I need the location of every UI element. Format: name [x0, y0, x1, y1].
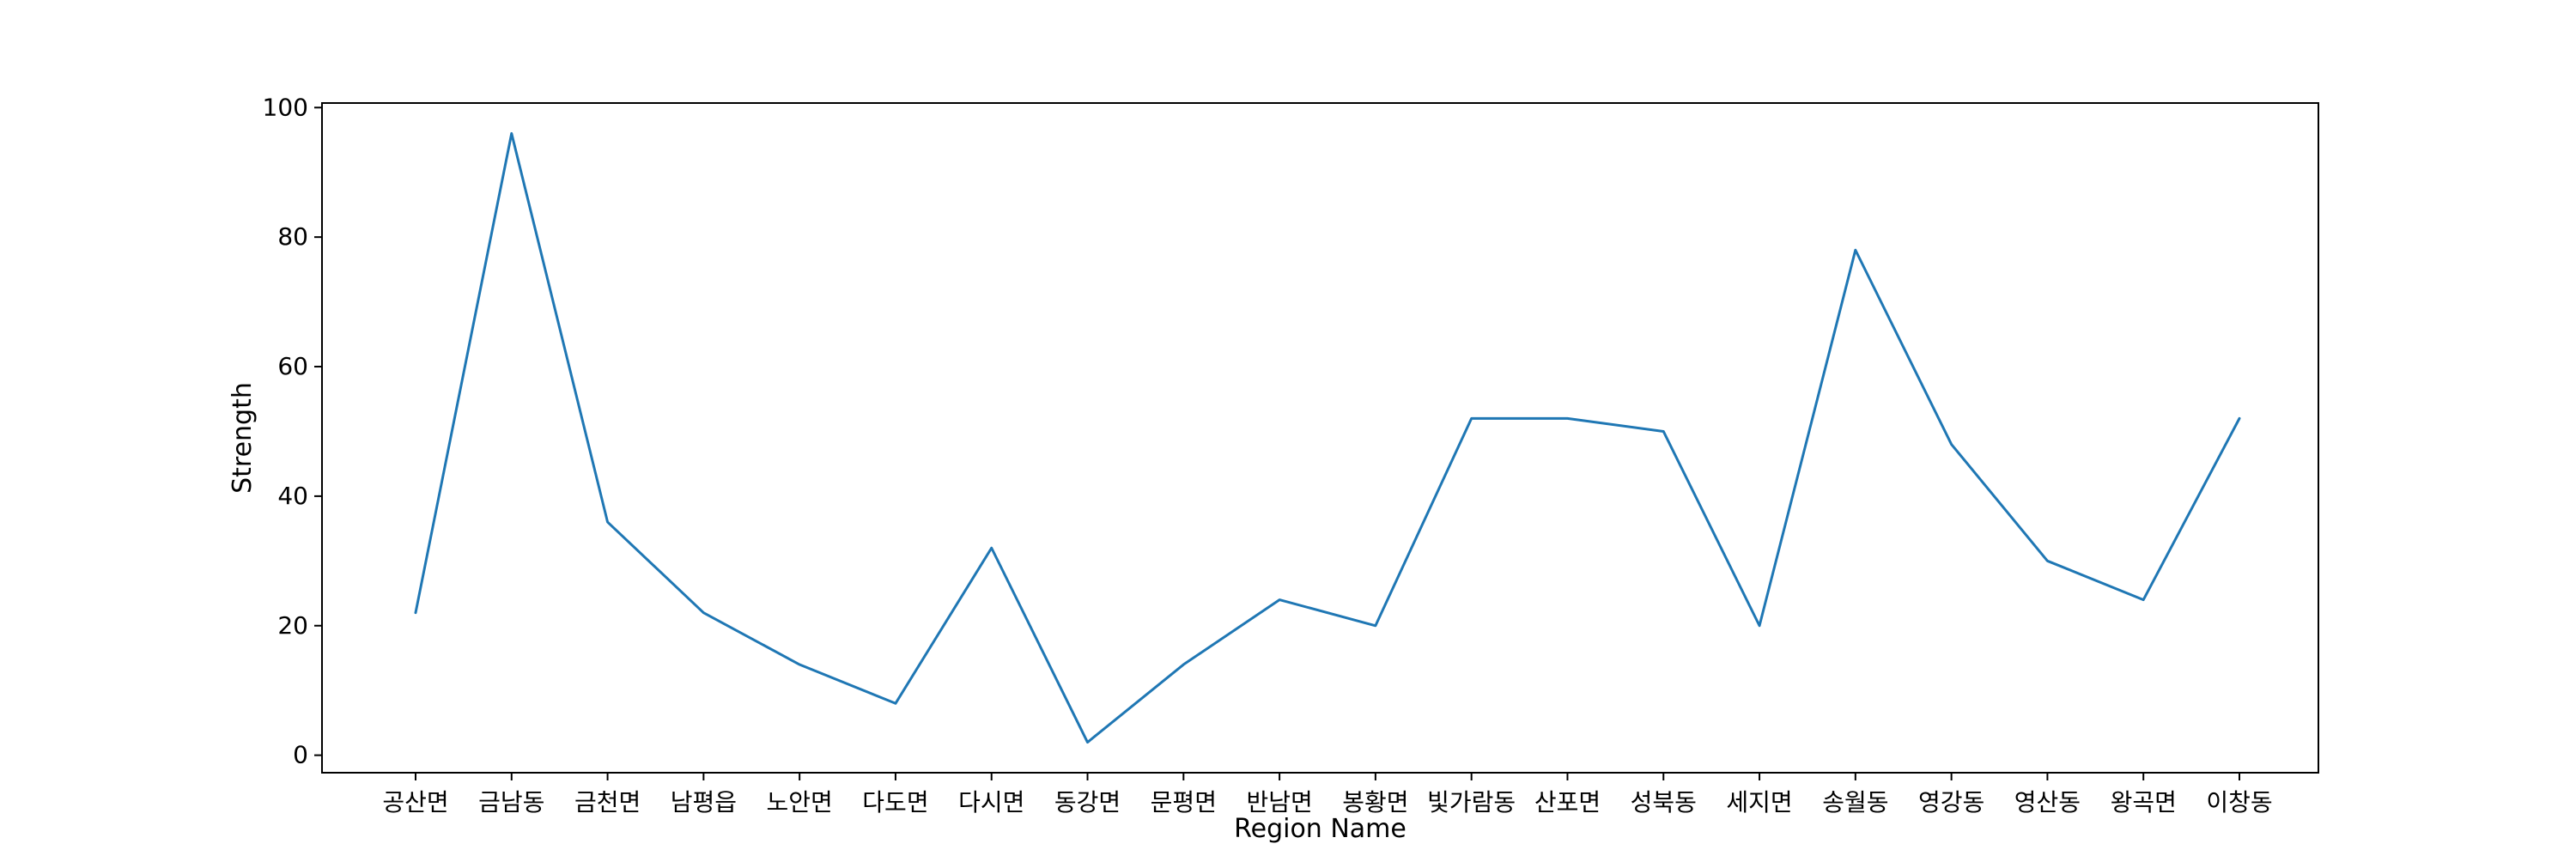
y-axis-label: Strength: [228, 382, 258, 494]
x-tick-label: 금남동: [478, 788, 544, 816]
x-axis: 공산면 금남동 금천면 남평읍 노안면 다도면 다시면 동강면 문평면 반남면 봉황면 빛가람동 산포면…: [382, 773, 2273, 816]
series-line: [414, 131, 2241, 744]
x-tick-label: 금천면: [574, 788, 641, 816]
x-tick-label: 영산동: [2014, 788, 2081, 816]
x-tick-label: 성북동: [1631, 788, 1697, 816]
x-tick-label: 빛가람동: [1427, 788, 1516, 816]
x-tick-label: 동강면: [1054, 788, 1121, 816]
series-layer: [414, 131, 2241, 744]
y-tick-label: 100: [263, 93, 308, 121]
x-tick-label: 이창동: [2206, 788, 2272, 816]
x-tick-label: 영강동: [1918, 788, 1984, 816]
x-tick-label: 노안면: [767, 788, 833, 816]
x-tick-label: 세지면: [1726, 788, 1792, 816]
y-tick-label: 60: [277, 352, 308, 380]
y-axis: 0 20 40 60 80 100: [263, 93, 322, 769]
y-tick-label: 20: [277, 611, 308, 640]
x-tick-label: 공산면: [382, 788, 448, 816]
x-tick-label: 송월동: [1822, 788, 1888, 816]
x-tick-label: 다도면: [862, 788, 928, 816]
y-tick-label: 40: [277, 482, 308, 510]
x-tick-label: 산포면: [1534, 788, 1601, 816]
y-tick-label: 0: [293, 741, 308, 769]
x-tick-label: 반남면: [1246, 788, 1312, 816]
x-tick-label: 왕곡면: [2111, 788, 2177, 816]
x-tick-label: 봉황면: [1342, 788, 1408, 816]
y-tick-label: 80: [277, 222, 308, 251]
x-tick-label: 남평읍: [671, 788, 737, 816]
x-tick-label: 문평면: [1151, 788, 1217, 816]
x-axis-label: Region Name: [1234, 814, 1406, 844]
plot-area: [321, 102, 2319, 774]
x-tick-label: 다시면: [958, 788, 1024, 816]
